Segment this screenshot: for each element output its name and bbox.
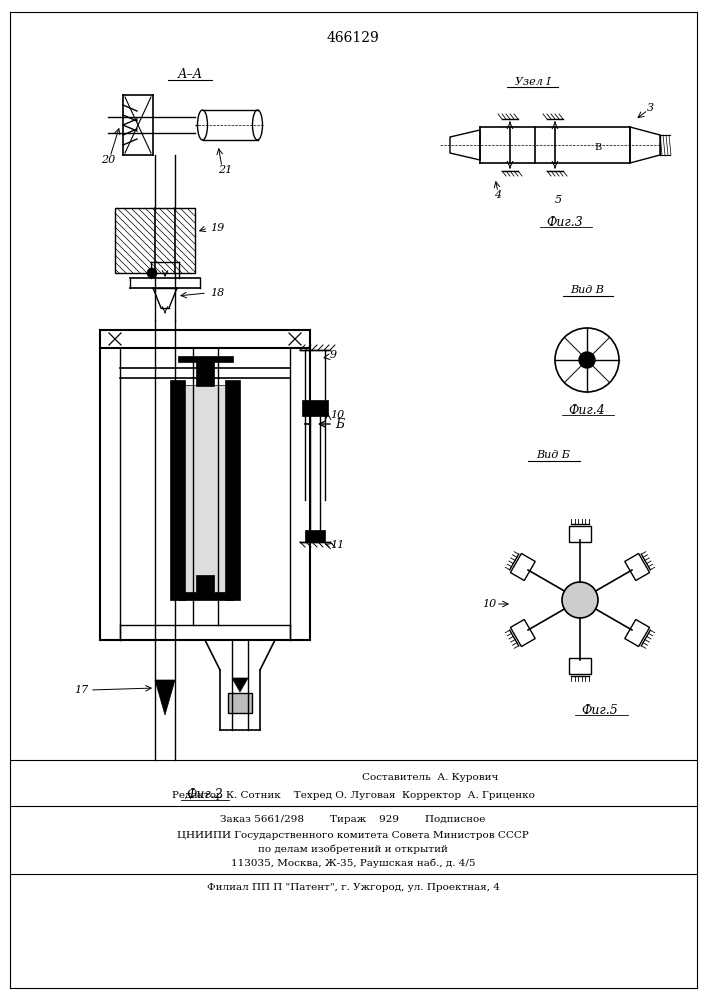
Text: Филиал ПП П "Патент", г. Ужгород, ул. Проектная, 4: Филиал ПП П "Патент", г. Ужгород, ул. Пр… [206,882,499,892]
Text: 20: 20 [101,155,115,165]
Text: 10: 10 [481,599,496,609]
Bar [302,400,328,416]
Text: 5: 5 [554,195,561,205]
Text: Фиг.4: Фиг.4 [568,403,605,416]
Circle shape [555,328,619,392]
Polygon shape [232,678,248,692]
Text: 17: 17 [74,685,88,695]
Polygon shape [177,356,233,386]
Text: 4: 4 [494,190,501,200]
Polygon shape [170,380,185,600]
Polygon shape [177,575,233,600]
Circle shape [147,268,157,278]
Text: Б: Б [335,418,344,430]
Text: Вид В: Вид В [570,285,604,295]
Bar [115,208,195,273]
Text: А–А: А–А [177,68,203,82]
Bar [305,530,325,542]
Text: Узел I: Узел I [515,77,551,87]
Text: Заказ 5661/298        Тираж    929        Подписное: Заказ 5661/298 Тираж 929 Подписное [221,816,486,824]
Bar [185,385,225,595]
Text: 18: 18 [210,288,224,298]
Text: 10: 10 [330,410,344,420]
Text: 113035, Москва, Ж-35, Раушская наб., д. 4/5: 113035, Москва, Ж-35, Раушская наб., д. … [230,858,475,868]
Polygon shape [155,680,175,715]
Text: Фиг.3: Фиг.3 [547,216,583,229]
Polygon shape [225,380,240,600]
Text: В: В [595,142,602,151]
Text: 466129: 466129 [327,31,380,45]
Text: 3: 3 [646,103,653,113]
Circle shape [562,582,598,618]
Text: Фиг.5: Фиг.5 [582,704,619,716]
Text: 21: 21 [218,165,232,175]
Text: Составитель  А. Курович: Составитель А. Курович [362,774,498,782]
Text: Фиг.2: Фиг.2 [187,788,223,802]
Text: ЦНИИПИ Государственного комитета Совета Министров СССР: ЦНИИПИ Государственного комитета Совета … [177,830,529,840]
Bar [228,693,252,713]
Text: по делам изобретений и открытий: по делам изобретений и открытий [258,844,448,854]
Text: Редактор К. Сотник    Техред О. Луговая  Корректор  А. Гриценко: Редактор К. Сотник Техред О. Луговая Кор… [172,790,534,800]
Circle shape [579,352,595,368]
Text: Вид Б: Вид Б [536,450,570,460]
Text: 19: 19 [210,223,224,233]
Text: 9: 9 [330,350,337,360]
Text: 11: 11 [330,540,344,550]
